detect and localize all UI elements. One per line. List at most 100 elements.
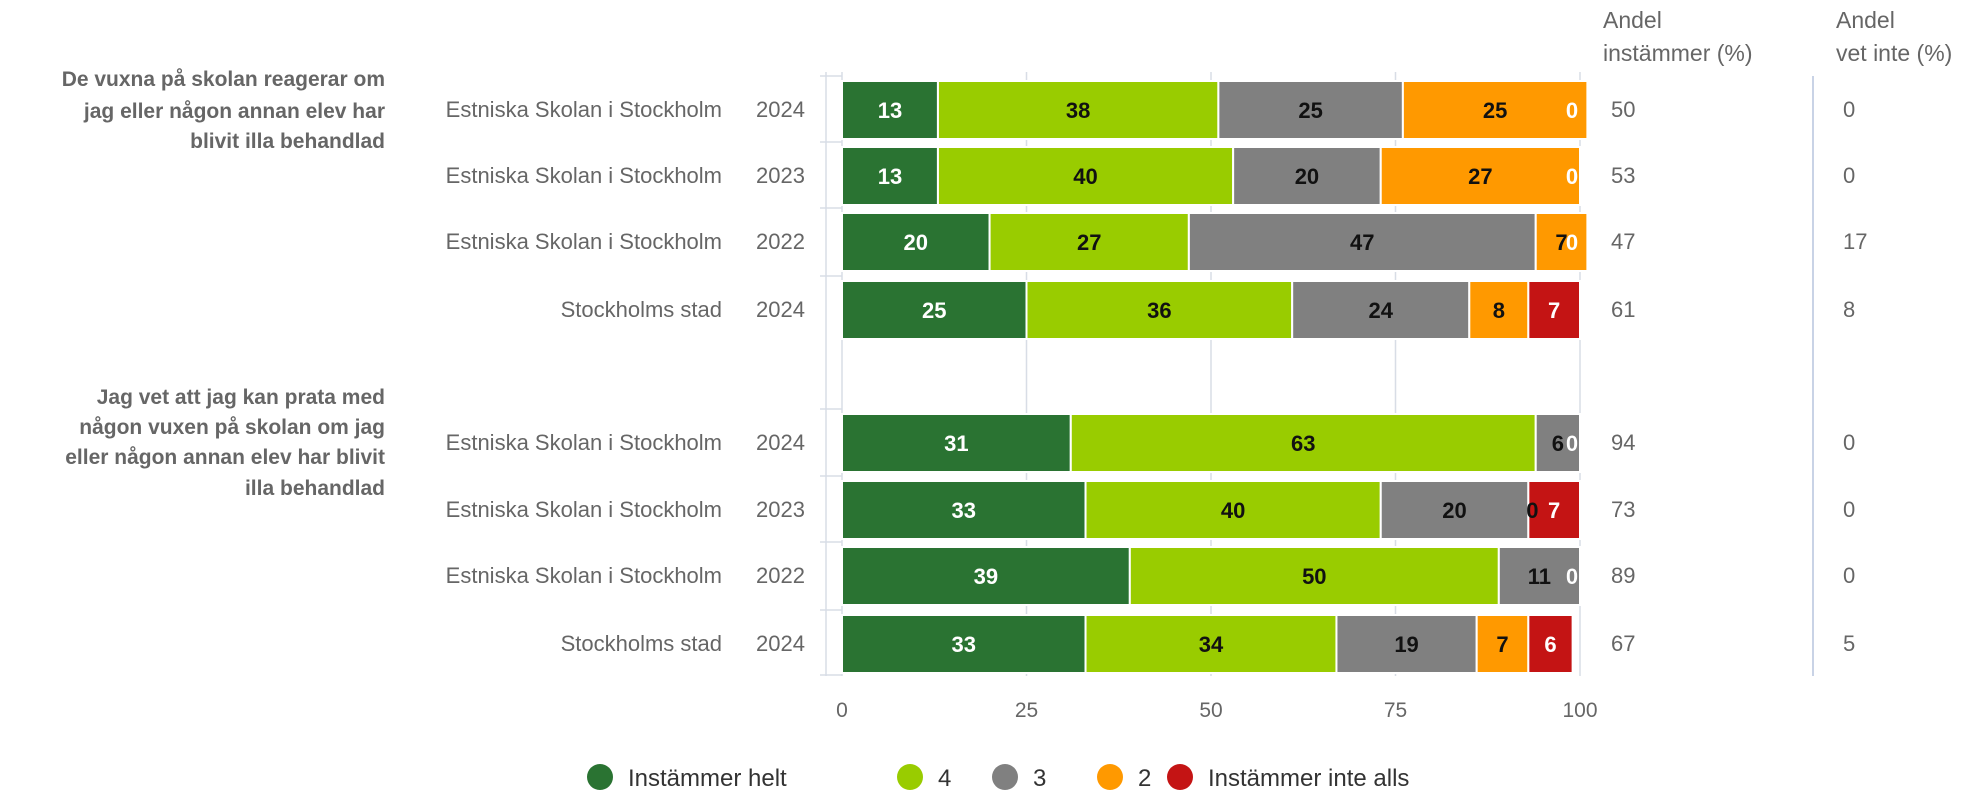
row-year: 2022: [756, 229, 805, 254]
bar-value-label: 19: [1394, 632, 1418, 657]
bar-segment: [841, 413, 1072, 473]
bar-value-label: 31: [944, 431, 968, 456]
bar-segment: [841, 614, 1087, 674]
legend-marker: [1097, 764, 1123, 790]
bar-value-label: 20: [904, 230, 928, 255]
bar-segment: [1084, 480, 1382, 540]
bar-segment: [988, 212, 1190, 272]
legend-marker: [1167, 764, 1193, 790]
bar-value-label: 34: [1199, 632, 1224, 657]
bar-value-label: 0: [1566, 564, 1578, 589]
bar-value-label: 40: [1221, 498, 1245, 523]
bar-segment: [1534, 212, 1589, 272]
bar-value-label: 0: [1566, 98, 1578, 123]
question-text: eller någon annan elev har blivit: [65, 446, 385, 469]
bar-value-label: 39: [974, 564, 998, 589]
bar-value-label: 6: [1544, 632, 1556, 657]
legend-label: 4: [938, 765, 951, 792]
agree-value: 47: [1611, 229, 1635, 254]
agree-value: 89: [1611, 563, 1635, 588]
bar-value-label: 11: [1528, 564, 1551, 589]
bar-value-label: 27: [1077, 230, 1101, 255]
row-year: 2023: [756, 497, 805, 522]
bar-segment: [1069, 413, 1537, 473]
bar-segment: [1025, 280, 1294, 340]
row-year: 2023: [756, 163, 805, 188]
bar-value-label: 36: [1147, 298, 1171, 323]
agree-value: 50: [1611, 97, 1635, 122]
bar-segment: [936, 146, 1235, 206]
bar-segment: [1401, 80, 1589, 140]
bar-value-label: 50: [1302, 564, 1326, 589]
bar-value-label: 27: [1468, 164, 1492, 189]
bar-value-label: 0: [1566, 431, 1578, 456]
row-label: Estniska Skolan i Stockholm: [446, 229, 722, 254]
bar-segment: [1527, 614, 1574, 674]
agree-column-header: Andel: [1603, 7, 1662, 33]
bar-segment: [1379, 146, 1581, 206]
agree-value: 73: [1611, 497, 1635, 522]
agree-value: 61: [1611, 297, 1635, 322]
row-year: 2024: [756, 631, 805, 656]
bar-segment: [1379, 480, 1530, 540]
bar-value-label: 25: [1298, 98, 1322, 123]
question-text: jag eller någon annan elev har: [83, 100, 385, 123]
dontknow-value: 0: [1843, 563, 1855, 588]
bar-value-label: 0: [1566, 230, 1578, 255]
bar-segment: [841, 480, 1087, 540]
bar-segment: [841, 212, 991, 272]
bar-value-label: 24: [1368, 298, 1393, 323]
bar-segment: [1335, 614, 1478, 674]
agree-value: 67: [1611, 631, 1635, 656]
bar-value-label: 0: [1566, 564, 1578, 589]
x-tick-label: 25: [1015, 699, 1038, 722]
question-text: blivit illa behandlad: [190, 130, 385, 153]
bar-value-label: 7: [1496, 632, 1508, 657]
bar-segment: [1291, 280, 1471, 340]
bar-segment: [841, 80, 939, 140]
x-tick-label: 100: [1562, 699, 1597, 722]
question-text: De vuxna på skolan reagerar om: [62, 68, 385, 91]
row-label: Estniska Skolan i Stockholm: [446, 563, 722, 588]
bar-value-label: 13: [878, 164, 902, 189]
dontknow-value: 5: [1843, 631, 1855, 656]
legend-label: 3: [1033, 765, 1046, 792]
question-text: någon vuxen på skolan om jag: [79, 416, 385, 439]
bar-value-label: 20: [1295, 164, 1319, 189]
dontknow-column-header: Andel: [1836, 7, 1895, 33]
bar-value-label: 7: [1548, 298, 1560, 323]
bar-segment: [841, 280, 1028, 340]
bar-value-label: 40: [1073, 164, 1097, 189]
bar-value-label: 8: [1493, 298, 1505, 323]
bar-value-label: 0: [1526, 498, 1538, 523]
question-text: illa behandlad: [245, 477, 385, 500]
bar-value-label: 33: [952, 498, 976, 523]
row-label: Estniska Skolan i Stockholm: [446, 430, 722, 455]
row-label: Estniska Skolan i Stockholm: [446, 497, 722, 522]
bar-value-label: 7: [1548, 498, 1560, 523]
dontknow-value: 0: [1843, 97, 1855, 122]
row-label: Estniska Skolan i Stockholm: [446, 163, 722, 188]
bar-segment: [1128, 546, 1500, 606]
legend-marker: [992, 764, 1018, 790]
bar-value-label: 38: [1066, 98, 1090, 123]
legend-marker: [897, 764, 923, 790]
legend-label: Instämmer helt: [628, 765, 787, 792]
bar-segment: [1534, 413, 1581, 473]
bar-value-label: 25: [922, 298, 946, 323]
legend: Instämmer helt 4 3 2 Instämmer inte alls: [587, 764, 1409, 792]
bar-value-label: 7: [1555, 230, 1567, 255]
bar-value-label: 47: [1350, 230, 1374, 255]
legend-label: Instämmer inte alls: [1208, 765, 1409, 792]
dontknow-value: 17: [1843, 229, 1867, 254]
bar-value-label: 0: [1566, 164, 1578, 189]
bars: [841, 80, 1589, 674]
legend-label: 2: [1138, 765, 1151, 792]
bar-value-label: 33: [952, 632, 976, 657]
row-label: Stockholms stad: [561, 631, 722, 656]
bar-segment: [1497, 546, 1581, 606]
x-tick-label: 0: [836, 699, 848, 722]
bar-value-label: 20: [1442, 498, 1466, 523]
dontknow-column-header: vet inte (%): [1836, 40, 1952, 66]
